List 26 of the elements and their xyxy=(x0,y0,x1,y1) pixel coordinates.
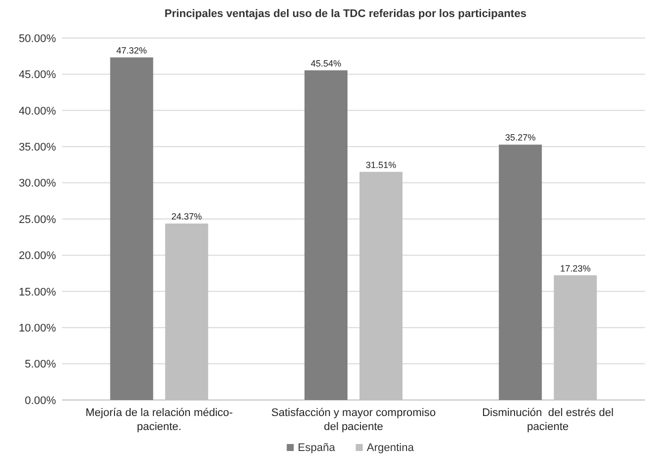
y-tick-label: 30.00% xyxy=(18,178,56,190)
bar xyxy=(498,144,542,400)
data-label: 24.37% xyxy=(171,212,202,222)
data-label: 45.54% xyxy=(310,58,342,68)
y-tick-label: 35.00% xyxy=(18,141,56,154)
x-tick-label: Satisfacción y mayor compromiso del paciente xyxy=(271,407,436,433)
data-label: 31.51% xyxy=(366,160,396,170)
y-tick-label: 20.00% xyxy=(18,250,56,262)
bar xyxy=(110,57,154,400)
y-tick-label: 45.00% xyxy=(18,69,56,82)
x-tick-label: Mejoría de la relación médico-paciente. xyxy=(85,407,234,433)
x-tick-label: Disminución del estrés del paciente xyxy=(482,407,614,433)
data-label: 47.32% xyxy=(116,45,147,56)
y-tick-label: 40.00% xyxy=(18,105,56,118)
data-label: 35.27% xyxy=(505,132,536,143)
bar xyxy=(304,70,348,400)
legend-label: España xyxy=(298,442,336,454)
data-label: 17.23% xyxy=(560,263,591,274)
y-tick-label: 10.00% xyxy=(18,322,56,334)
y-tick-label: 15.00% xyxy=(18,286,56,298)
y-tick-label: 5.00% xyxy=(24,358,56,371)
y-tick-label: 25.00% xyxy=(18,214,56,226)
chart-title: Principales ventajas del uso de la TDC referidas por los participantes xyxy=(164,8,526,20)
legend-label: Argentina xyxy=(366,442,415,454)
y-tick-label: 0.00% xyxy=(24,394,56,407)
y-tick-label: 50.00% xyxy=(18,32,56,45)
